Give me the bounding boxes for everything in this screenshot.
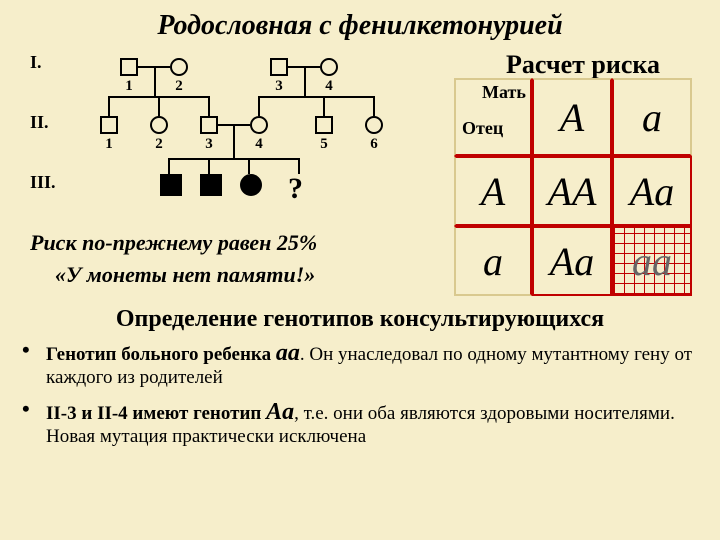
genotype: Aa: [266, 399, 294, 425]
pedigree-line: [304, 66, 306, 96]
pedigree-diagram: 1 2 3 4 1 2 3 4 5 6 ?: [20, 50, 440, 250]
pedigree-number: 2: [170, 78, 188, 95]
pedigree-line: [258, 96, 260, 116]
pedigree-number: 4: [320, 78, 338, 95]
pedigree-line: [248, 158, 250, 174]
pedigree-number: 6: [365, 136, 383, 153]
pedigree-node: [120, 58, 138, 76]
bullet-marker: •: [22, 340, 46, 389]
pedigree-line: [168, 158, 170, 174]
text-span: Генотип больного ребенка: [46, 344, 276, 365]
punnett-col-header: A: [532, 78, 612, 156]
pedigree-node-affected: [160, 174, 182, 196]
pedigree-number: 4: [250, 136, 268, 153]
pedigree-node: [320, 58, 338, 76]
pedigree-line: [168, 158, 300, 160]
bullet-item: • Генотип больного ребенка aa. Он унасле…: [22, 340, 700, 389]
pedigree-node: [170, 58, 188, 76]
punnett-cell: AA: [532, 156, 612, 226]
pedigree-number: 3: [270, 78, 288, 95]
punnett-col-header: a: [612, 78, 692, 156]
pedigree-node: [270, 58, 288, 76]
pedigree-line: [154, 66, 156, 96]
pedigree-line: [158, 96, 160, 116]
pedigree-node: [250, 116, 268, 134]
bullet-list: • Генотип больного ребенка aa. Он унасле…: [22, 340, 700, 458]
pedigree-node: [365, 116, 383, 134]
bullet-marker: •: [22, 399, 46, 448]
genotype: aa: [276, 340, 300, 366]
pedigree-node: [150, 116, 168, 134]
pedigree-node: [200, 116, 218, 134]
pedigree-line: [258, 96, 375, 98]
pedigree-line: [108, 96, 110, 116]
punnett-corner: [454, 78, 532, 156]
pedigree-number: 2: [150, 136, 168, 153]
page-title: Родословная с фенилкетонурией: [0, 10, 720, 42]
punnett-row-header: A: [454, 156, 532, 226]
pedigree-node: [100, 116, 118, 134]
question-mark: ?: [288, 172, 303, 206]
punnett-square: Мать Отец A a A a AA Aa Aa aa: [454, 78, 692, 296]
pedigree-node-affected: [240, 174, 262, 196]
risk-line-1: Риск по-прежнему равен 25%: [30, 230, 317, 256]
pedigree-number: 1: [120, 78, 138, 95]
punnett-cell: Aa: [612, 156, 692, 226]
pedigree-line: [208, 158, 210, 174]
pedigree-line: [233, 124, 235, 158]
pedigree-line: [208, 96, 210, 116]
pedigree-line: [373, 96, 375, 116]
pedigree-line: [323, 96, 325, 116]
section-title: Определение генотипов консультирующихся: [0, 306, 720, 333]
pedigree-number: 3: [200, 136, 218, 153]
bullet-text: II-3 и II-4 имеют генотип Aa, т.е. они о…: [46, 399, 700, 448]
pedigree-number: 1: [100, 136, 118, 153]
pedigree-node-affected: [200, 174, 222, 196]
risk-subtitle: Расчет риска: [506, 50, 660, 80]
pedigree-number: 5: [315, 136, 333, 153]
risk-line-2: «У монеты нет памяти!»: [55, 262, 315, 288]
bullet-text: Генотип больного ребенка aa. Он унаследо…: [46, 340, 700, 389]
punnett-row-header: a: [454, 226, 532, 296]
text-span: II-3 и II-4 имеют генотип: [46, 403, 266, 424]
bullet-item: • II-3 и II-4 имеют генотип Aa, т.е. они…: [22, 399, 700, 448]
punnett-cell: Aa: [532, 226, 612, 296]
pedigree-node: [315, 116, 333, 134]
punnett-cell-affected: aa: [612, 226, 692, 296]
